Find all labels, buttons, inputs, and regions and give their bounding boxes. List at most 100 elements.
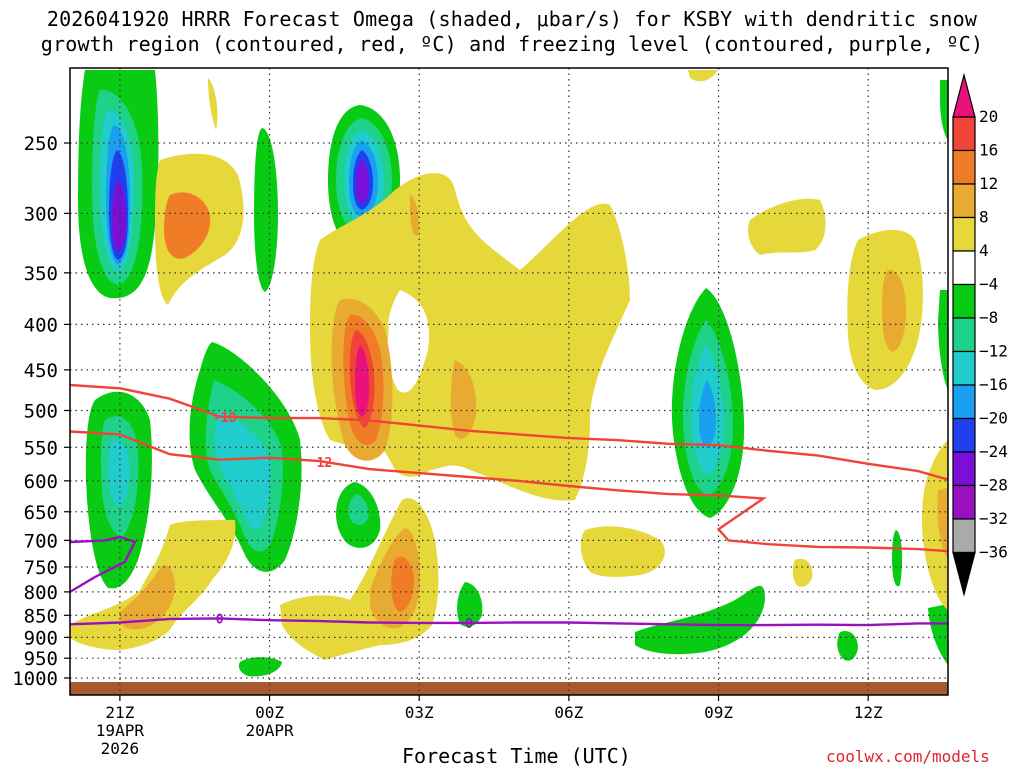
y-tick-label: 800	[24, 582, 58, 604]
chart-title-line-1: 2026041920 HRRR Forecast Omega (shaded, …	[46, 7, 978, 31]
ground-surface	[70, 682, 948, 695]
contour-label: 0	[216, 612, 224, 627]
colorbar-bin	[952, 384, 976, 420]
omega-region	[748, 198, 826, 255]
freezing-level-upper	[70, 535, 137, 593]
site-credit: coolwx.com/models	[826, 747, 990, 766]
colorbar-bin	[952, 317, 976, 353]
colorbar-bin	[952, 183, 976, 219]
x-tick-date-label: 20APR	[245, 721, 294, 740]
chart-axes: 2503003504004505005506006507007508008509…	[12, 133, 883, 758]
colorbar-tick-label: 4	[979, 241, 989, 260]
colorbar-tick-label: −28	[979, 476, 1008, 495]
x-tick-label: 09Z	[704, 703, 733, 722]
omega-region	[792, 558, 813, 587]
y-tick-label: 650	[24, 502, 58, 524]
contour-label: 0	[465, 617, 473, 632]
y-tick-label: 900	[24, 627, 58, 649]
omega-region	[238, 657, 282, 677]
plot-frame	[69, 67, 949, 696]
y-tick-label: 950	[24, 648, 58, 670]
colorbar-tick-label: −36	[979, 543, 1008, 562]
colorbar-bin	[952, 283, 976, 319]
freezing-level-0	[70, 617, 948, 627]
omega-region	[254, 128, 278, 292]
colorbar-tick-label: −20	[979, 409, 1008, 428]
x-tick-label: 12Z	[854, 703, 883, 722]
colorbar-tick-label: −32	[979, 509, 1008, 528]
omega-region	[938, 290, 948, 390]
omega-region	[928, 604, 948, 665]
omega-region	[457, 582, 483, 627]
omega-region	[348, 494, 369, 526]
omega-region	[699, 380, 716, 448]
omega-colorbar: 20 16 12 8 4 −4 −8 −12 −16 −20 −24 −28 −32 −36	[952, 72, 1008, 597]
omega-region	[882, 269, 906, 352]
chart-title-line-2: growth region (contoured, red, ºC) and f…	[40, 32, 984, 56]
dgz-minus12	[70, 430, 948, 553]
y-tick-label: 350	[24, 263, 58, 285]
omega-region	[892, 530, 903, 587]
y-tick-label: 450	[24, 360, 58, 382]
dgz-minus18	[70, 383, 948, 481]
omega-region	[688, 70, 718, 82]
colorbar-bin	[952, 518, 976, 554]
y-tick-label: 400	[24, 314, 58, 336]
y-tick-label: 500	[24, 401, 58, 423]
omega-region	[164, 192, 211, 259]
colorbar-bin	[952, 417, 976, 453]
colorbar-tick-label: −4	[979, 275, 998, 294]
colorbar-bottom-arrow	[952, 551, 976, 597]
colorbar-bin	[952, 484, 976, 520]
omega-region	[214, 410, 271, 530]
omega-region	[940, 80, 948, 140]
colorbar-tick-label: 20	[979, 107, 998, 126]
colorbar-tick-label: 8	[979, 208, 989, 227]
omega-region	[108, 439, 130, 508]
omega-region	[208, 78, 218, 130]
x-tick-label: 00Z	[255, 703, 284, 722]
omega-region	[356, 160, 369, 204]
omega-region	[837, 630, 858, 661]
colorbar-tick-label: −24	[979, 442, 1008, 461]
contour-label: 12	[317, 456, 333, 471]
x-tick-date-label: 19APR	[96, 721, 145, 740]
y-tick-label: 250	[24, 133, 58, 155]
omega-region	[112, 180, 126, 252]
omega-region	[450, 360, 477, 439]
y-tick-label: 1000	[12, 668, 58, 690]
omega-region	[391, 556, 414, 612]
colorbar-tick-label: 16	[979, 141, 998, 160]
y-tick-label: 750	[24, 557, 58, 579]
colorbar-bin	[952, 250, 976, 286]
omega-region	[119, 565, 175, 630]
colorbar-bin	[952, 149, 976, 185]
omega-region	[635, 585, 765, 655]
omega-region	[410, 195, 419, 236]
omega-region	[937, 488, 948, 560]
x-tick-date-label: 2026	[101, 739, 140, 758]
y-tick-label: 850	[24, 605, 58, 627]
omega-region	[355, 345, 369, 417]
y-tick-label: 700	[24, 530, 58, 552]
colorbar-tick-label: −8	[979, 308, 998, 327]
contour-label: -18	[213, 411, 237, 426]
colorbar-tick-label: 12	[979, 174, 998, 193]
omega-region	[386, 290, 430, 393]
temperature-contours: -18 12 0 0	[70, 383, 948, 632]
colorbar-tick-label: −12	[979, 342, 1008, 361]
omega-region	[580, 526, 665, 577]
colorbar-bin	[952, 350, 976, 386]
colorbar-bin	[952, 451, 976, 487]
x-tick-label: 03Z	[405, 703, 434, 722]
colorbar-bin	[952, 116, 976, 152]
y-tick-label: 300	[24, 203, 58, 225]
x-tick-label: 06Z	[554, 703, 583, 722]
omega-shading	[70, 70, 948, 695]
y-tick-label: 600	[24, 471, 58, 493]
x-axis-label: Forecast Time (UTC)	[402, 744, 631, 768]
y-tick-label: 550	[24, 437, 58, 459]
colorbar-bin	[952, 216, 976, 252]
plot-grid	[70, 68, 948, 695]
colorbar-tick-label: −16	[979, 375, 1008, 394]
